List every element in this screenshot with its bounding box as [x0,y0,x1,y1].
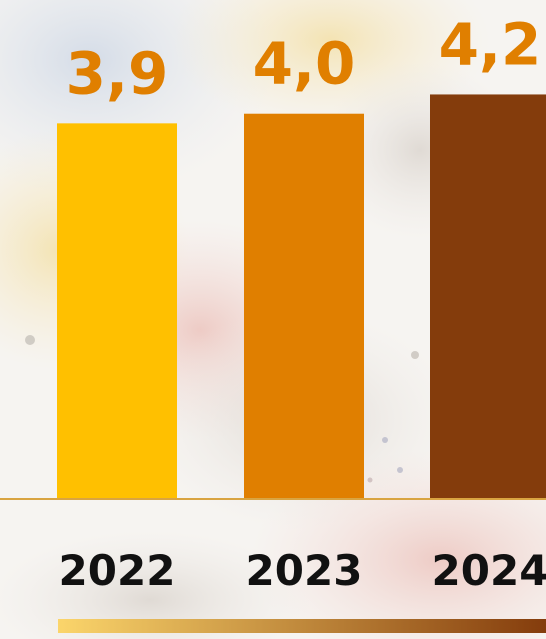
data-label-2024: 4,2 [439,10,542,78]
bar-2023 [244,113,364,499]
data-label-2023: 4,0 [253,30,356,98]
x-tick-label-2024: 2024 [432,546,546,595]
data-label-2022: 3,9 [66,39,169,107]
bar-2024 [430,94,546,499]
gradient-decorative-bar [58,619,546,633]
x-tick-label-2022: 2022 [59,546,176,595]
x-tick-label-2023: 2023 [246,546,363,595]
bar-2022 [57,123,177,500]
